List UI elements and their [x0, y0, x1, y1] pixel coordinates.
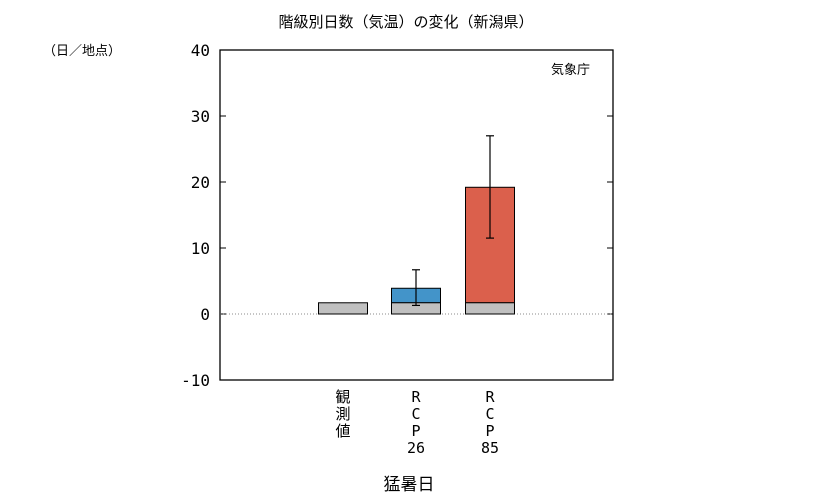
x-category-glyph: 26: [407, 439, 425, 457]
plot-frame: [219, 49, 614, 381]
x-category-glyph: 85: [481, 439, 499, 457]
x-category-glyph: 観: [335, 388, 350, 406]
x-axis-label: 猛暑日: [384, 475, 435, 495]
y-tick-label: 10: [191, 239, 210, 258]
y-tick-label: 40: [191, 41, 210, 60]
y-axis: -10 0 10 20 30 40: [181, 41, 613, 390]
x-category-glyph: R: [411, 388, 421, 406]
x-category-glyph: P: [485, 422, 494, 440]
x-category-label-observed: 観測値: [335, 388, 350, 440]
bar-group: [318, 135, 515, 315]
source-label: 気象庁: [551, 62, 590, 78]
y-tick-label: -10: [181, 371, 210, 390]
x-category-glyph: 値: [335, 422, 350, 440]
x-category-glyph: C: [485, 405, 494, 423]
bar-observed-observed: [318, 302, 368, 315]
y-tick-label: 20: [191, 173, 210, 192]
x-category-glyph: 測: [335, 405, 350, 423]
y-tick-label: 0: [200, 305, 210, 324]
x-category-glyph: R: [485, 388, 495, 406]
chart-title: 階級別日数（気温）の変化（新潟県）: [278, 13, 533, 31]
x-category-glyph: P: [411, 422, 420, 440]
y-tick-label: 30: [191, 107, 210, 126]
y-axis-label: （日／地点）: [43, 44, 121, 59]
x-category-glyph: C: [411, 405, 420, 423]
bar-observed-rcp85: [465, 302, 515, 315]
